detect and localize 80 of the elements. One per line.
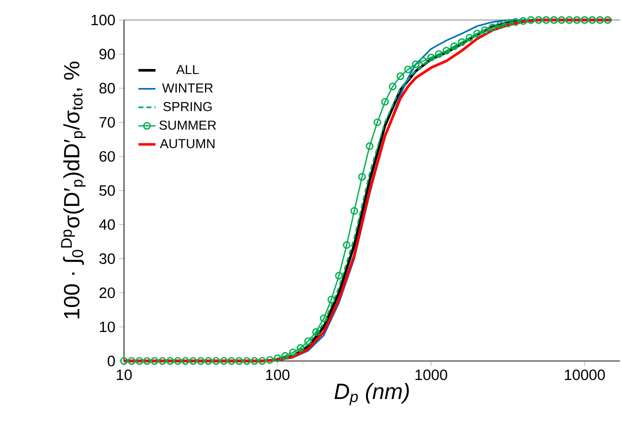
y-tick-label: 90: [100, 48, 115, 60]
point: [420, 57, 428, 65]
point: [228, 357, 236, 365]
point: [358, 173, 366, 181]
point: [196, 357, 205, 365]
point: [558, 16, 566, 24]
y-tick-label: 40: [99, 219, 115, 230]
point: [204, 357, 212, 365]
point: [442, 46, 450, 55]
point: [496, 21, 504, 29]
point: [480, 26, 489, 34]
y-tick-label: 70: [100, 116, 115, 128]
point: [242, 357, 251, 365]
point: [289, 348, 297, 356]
point: [488, 24, 496, 32]
point: [266, 356, 274, 364]
point: [512, 18, 520, 26]
point: [182, 357, 190, 365]
point: [580, 16, 588, 24]
point: [136, 357, 144, 365]
point: [128, 357, 136, 365]
text: 100 · ∫$_{0}$$^{Dp}$σ(D′$_{p}$)dD′$_{p}$/σ$_{tot}$, %: [61, 62, 86, 318]
point: [327, 296, 336, 304]
point: [434, 50, 443, 58]
point: [427, 54, 435, 62]
point: [150, 357, 158, 365]
point: [143, 357, 151, 365]
y-tick-label: 50: [99, 185, 115, 196]
point: [565, 16, 574, 24]
point: [281, 352, 289, 360]
point: [412, 60, 420, 68]
x-tick-label: 10: [116, 370, 132, 380]
point: [381, 98, 389, 106]
legend-label: WINTER: [162, 84, 213, 92]
point: [588, 16, 596, 24]
point: [350, 207, 358, 215]
x-axis-title: D$_{p}$ (nm): [334, 382, 409, 406]
point: [320, 314, 328, 322]
point: [396, 72, 404, 80]
point: [212, 357, 220, 365]
point: [466, 34, 474, 42]
point: [220, 357, 228, 365]
point: [596, 16, 604, 24]
point: [388, 82, 397, 90]
x-tick-label: 1000: [416, 370, 448, 380]
y-tick-label: 20: [100, 287, 115, 298]
point: [342, 241, 351, 249]
point: [573, 16, 581, 24]
legend-label: AUTUMN: [160, 139, 214, 148]
point: [174, 357, 182, 365]
y-tick-label: 80: [99, 82, 115, 94]
point: [458, 38, 466, 46]
y-tick-label: 100: [92, 14, 115, 26]
point: [473, 30, 481, 38]
x-tick-label: 10000: [564, 370, 605, 380]
point: [450, 42, 458, 50]
point: [404, 66, 412, 74]
point: [158, 357, 166, 365]
y-tick-label: 30: [99, 253, 115, 264]
y-tick-label: 10: [100, 322, 115, 332]
point: [166, 357, 174, 365]
point: [189, 357, 197, 365]
point: [250, 357, 258, 365]
point: [374, 118, 382, 126]
legend-label: ALL: [176, 65, 199, 74]
point: [335, 272, 343, 280]
point: [235, 357, 243, 365]
point: [542, 16, 550, 24]
legend-label: SUMMER: [159, 120, 216, 130]
point: [527, 16, 535, 24]
legend-label: SPRING: [163, 102, 212, 112]
point: [312, 328, 320, 336]
point: [274, 354, 282, 362]
point: [304, 337, 312, 346]
y-tick-label: 60: [100, 151, 115, 162]
point: [550, 16, 558, 24]
point: [296, 344, 304, 352]
point: [366, 142, 374, 150]
x-tick-label: 100: [266, 370, 290, 380]
y-tick-label: 0: [108, 356, 115, 366]
